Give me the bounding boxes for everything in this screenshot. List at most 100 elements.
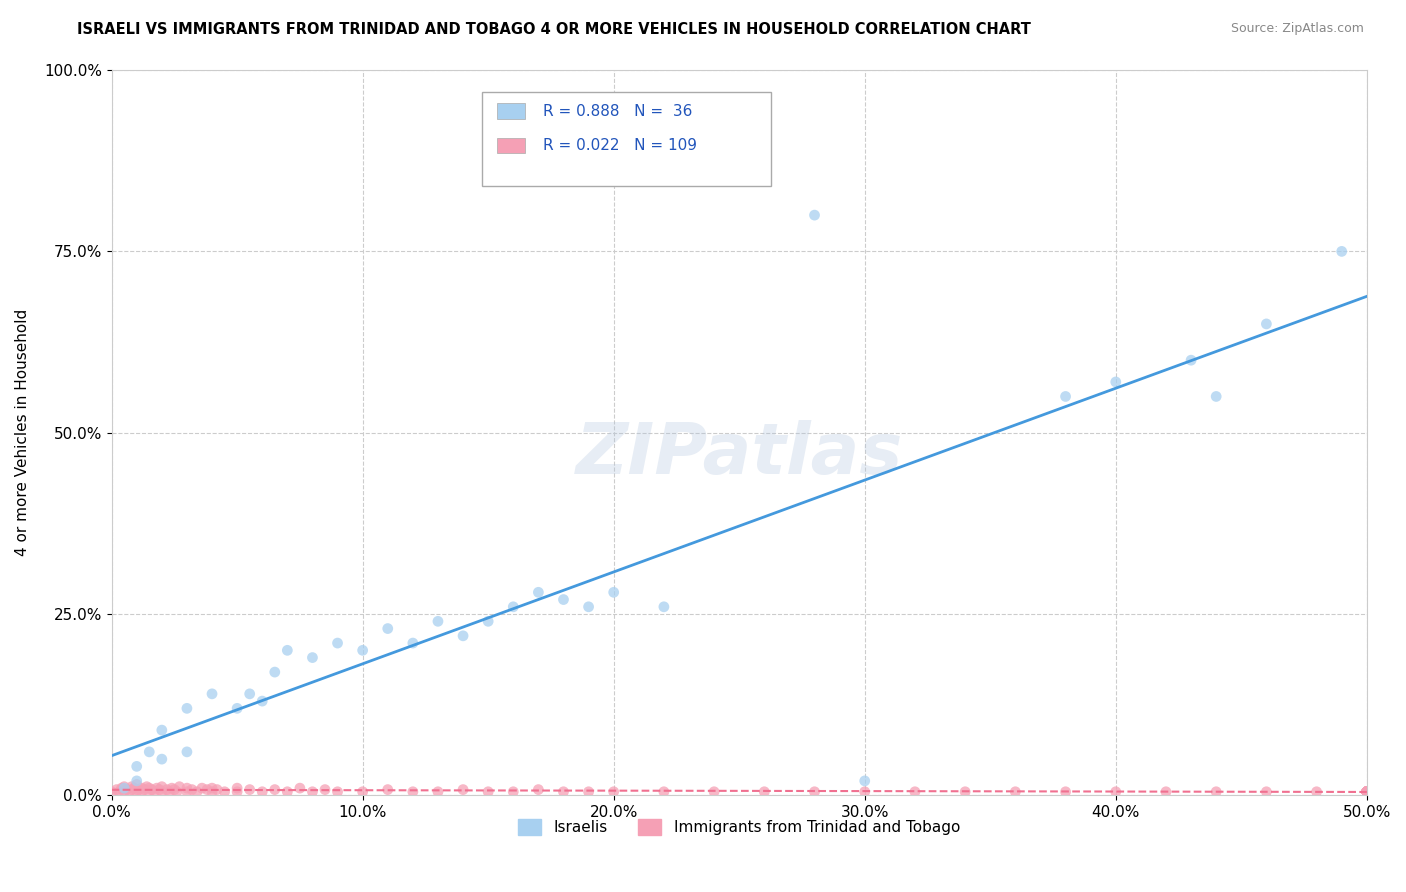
Point [1054, 785, 1077, 799]
Point [160, 781, 183, 796]
Point [135, 780, 157, 794]
Point [426, 615, 449, 629]
Point [100, 785, 122, 799]
Point [1154, 785, 1177, 799]
Point [477, 615, 499, 629]
Point [1355, 785, 1378, 799]
Point [125, 773, 148, 788]
Point [1355, 785, 1378, 799]
Point [157, 785, 180, 799]
Point [125, 778, 148, 792]
Point [252, 694, 274, 708]
Point [122, 781, 145, 796]
FancyBboxPatch shape [496, 103, 524, 120]
Point [1355, 785, 1378, 799]
Point [1355, 785, 1378, 799]
Point [301, 785, 323, 799]
Point [156, 782, 179, 797]
Point [1180, 353, 1202, 368]
Point [1004, 785, 1026, 799]
Point [426, 785, 449, 799]
Point [176, 781, 198, 796]
Point [1105, 785, 1128, 799]
Point [1355, 785, 1378, 799]
Point [1355, 785, 1378, 799]
Point [166, 785, 188, 799]
Point [1355, 785, 1378, 799]
Text: ZIPatlas: ZIPatlas [575, 420, 903, 489]
Point [288, 781, 311, 796]
Point [1305, 785, 1327, 799]
Point [578, 599, 600, 614]
Text: R = 0.022   N = 109: R = 0.022 N = 109 [543, 138, 697, 153]
Point [1355, 785, 1378, 799]
Point [105, 782, 128, 797]
Point [1105, 375, 1128, 389]
Point [143, 785, 166, 799]
Point [201, 687, 224, 701]
Point [326, 636, 349, 650]
Point [150, 780, 173, 794]
Point [226, 781, 249, 796]
Point [176, 785, 198, 799]
Point [1355, 785, 1378, 799]
Point [1355, 785, 1378, 799]
Point [131, 781, 153, 796]
Point [150, 752, 173, 766]
Point [803, 208, 825, 222]
Point [1355, 785, 1378, 799]
Point [115, 782, 138, 797]
Point [1355, 785, 1378, 799]
Point [1256, 317, 1278, 331]
Point [138, 781, 160, 796]
Point [138, 745, 160, 759]
Point [578, 785, 600, 799]
Point [276, 643, 298, 657]
Point [527, 585, 550, 599]
Point [502, 785, 524, 799]
Point [214, 785, 236, 799]
Point [1355, 785, 1378, 799]
Point [141, 782, 163, 797]
Point [138, 785, 160, 799]
Point [148, 782, 170, 797]
FancyBboxPatch shape [496, 137, 524, 153]
Point [326, 785, 349, 799]
Text: Source: ZipAtlas.com: Source: ZipAtlas.com [1230, 22, 1364, 36]
Point [1355, 785, 1378, 799]
Point [201, 785, 224, 799]
Point [1054, 389, 1077, 403]
Text: ISRAELI VS IMMIGRANTS FROM TRINIDAD AND TOBAGO 4 OR MORE VEHICLES IN HOUSEHOLD C: ISRAELI VS IMMIGRANTS FROM TRINIDAD AND … [77, 22, 1031, 37]
Point [602, 785, 624, 799]
Point [1355, 785, 1378, 799]
Point [652, 599, 675, 614]
Point [112, 780, 135, 794]
Point [1355, 785, 1378, 799]
Point [134, 782, 156, 797]
Point [131, 785, 153, 799]
Point [402, 785, 425, 799]
Point [1355, 785, 1378, 799]
Point [195, 782, 218, 797]
Point [125, 785, 148, 799]
Point [150, 785, 173, 799]
Point [754, 785, 776, 799]
Point [1355, 785, 1378, 799]
Point [953, 785, 976, 799]
Point [553, 592, 575, 607]
Point [121, 780, 143, 794]
Point [1355, 785, 1378, 799]
Point [352, 785, 374, 799]
Point [703, 785, 725, 799]
Point [176, 745, 198, 759]
Point [176, 701, 198, 715]
Point [1355, 785, 1378, 799]
Point [1355, 785, 1378, 799]
Point [1205, 785, 1227, 799]
Point [276, 785, 298, 799]
Point [602, 585, 624, 599]
Point [1355, 785, 1378, 799]
Point [169, 780, 191, 794]
Point [125, 782, 148, 797]
Point [1355, 785, 1378, 799]
